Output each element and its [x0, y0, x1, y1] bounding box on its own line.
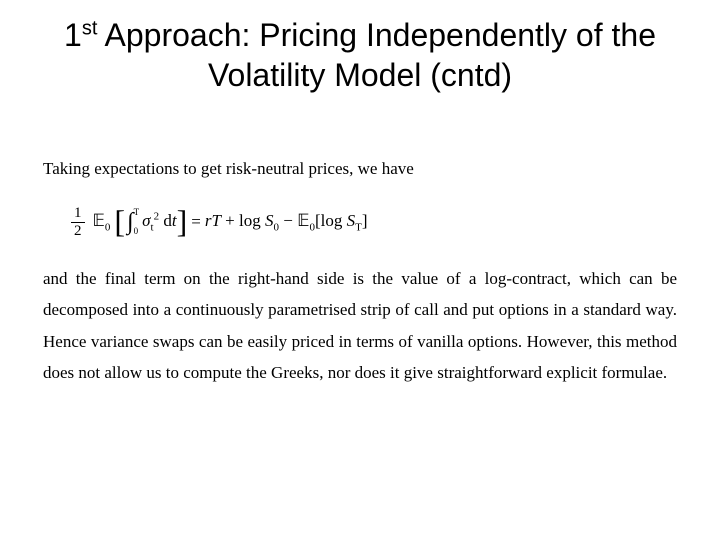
equation: 1 2 𝔼0 [ ∫ T 0 σt2 dt ] = rT + log — [71, 202, 677, 243]
frac-numerator: 1 — [71, 205, 85, 223]
title-prefix: 1 — [64, 17, 82, 53]
rhs-ST-sub: T — [355, 222, 362, 234]
rhs: rT + log S0 − 𝔼0[log ST] — [205, 207, 368, 237]
sigma-sub: t — [151, 222, 154, 234]
title-superscript: st — [82, 17, 98, 39]
dt: d — [159, 211, 172, 230]
rhs-plus: + log — [221, 211, 265, 230]
integrand: σt2 dt — [142, 207, 176, 237]
body-text: and the final term on the right-hand sid… — [43, 263, 677, 389]
expectation-sub-1: 0 — [105, 222, 111, 234]
expectation-symbol-1: 𝔼 — [93, 211, 105, 230]
slide-container: 1st Approach: Pricing Independently of t… — [0, 0, 720, 540]
slide-title: 1st Approach: Pricing Independently of t… — [35, 15, 685, 95]
rhs-log2: [log — [315, 211, 347, 230]
rhs-ST: S — [347, 211, 356, 230]
frac-denominator: 2 — [71, 223, 85, 240]
content-block: Taking expectations to get risk-neutral … — [35, 155, 685, 388]
rhs-close: ] — [362, 211, 368, 230]
lbracket-close: ] — [177, 209, 188, 235]
intro-text: Taking expectations to get risk-neutral … — [43, 155, 677, 184]
sigma: σ — [142, 211, 150, 230]
lbracket-open: [ — [114, 209, 125, 235]
rhs-T: T — [211, 211, 220, 230]
equals: = — [191, 208, 201, 237]
expectation-symbol-2: 𝔼 — [297, 211, 309, 230]
integral-limits: T 0 — [134, 208, 140, 236]
rhs-minus: − — [279, 211, 297, 230]
int-lower: 0 — [134, 227, 140, 236]
title-rest: Approach: Pricing Independently of the V… — [97, 17, 656, 93]
int-upper: T — [134, 208, 140, 217]
fraction-half: 1 2 — [71, 205, 85, 239]
lhs-bracket-group: [ ∫ T 0 σt2 dt ] — [114, 202, 187, 243]
expectation-1: 𝔼0 — [93, 207, 111, 237]
integral-symbol: ∫ — [127, 202, 134, 243]
